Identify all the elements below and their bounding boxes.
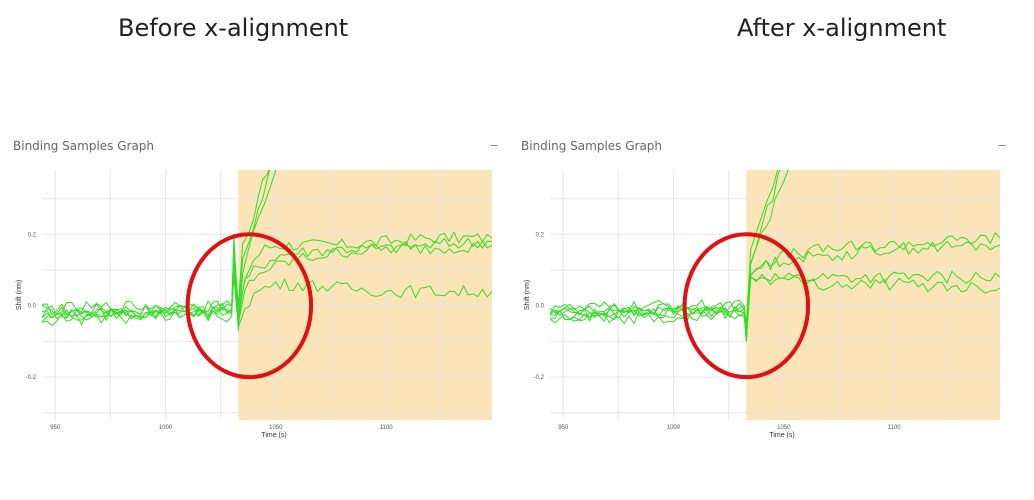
y-axis-label: Shift (nm) (524, 280, 531, 310)
data-series-line (42, 240, 492, 325)
y-tick-label: 0.2 (536, 232, 545, 238)
binding-samples-chart-before: 950 1000 1050 1100 -0.2 0.0 0.2 Time (s) Shift (… (16, 170, 492, 439)
shaded-region (746, 170, 1000, 420)
x-tick-label: 1000 (159, 425, 173, 431)
minus-icon[interactable]: – (490, 136, 498, 152)
x-tick-label: 1050 (269, 425, 283, 431)
binding-samples-chart-after: 950 1000 1050 1100 -0.2 0.0 0.2 Time (s) Shift (… (524, 170, 1000, 439)
data-series-line (42, 276, 492, 328)
y-tick-label: 0.0 (28, 304, 37, 310)
before-graph-panel: Binding Samples Graph – 950 1000 1050 1100 -… (8, 130, 508, 460)
x-axis-label: Time (s) (769, 432, 794, 439)
data-series-line (550, 240, 1000, 342)
after-heading: After x-alignment (737, 14, 947, 42)
panel-title: Binding Samples Graph (521, 139, 663, 153)
series-group (550, 170, 1000, 342)
data-series-line (42, 170, 277, 332)
y-tick-label: -0.2 (534, 375, 545, 381)
y-tick-label: 0.2 (28, 232, 37, 238)
after-graph-panel: Binding Samples Graph – 950 1000 1050 1100 -… (516, 130, 1016, 460)
x-tick-label: 950 (50, 425, 61, 431)
y-tick-label: 0.0 (536, 304, 545, 310)
panel-title: Binding Samples Graph (13, 139, 155, 153)
x-axis-label: Time (s) (261, 432, 286, 439)
x-tick-label: 1100 (380, 425, 394, 431)
annotation-circle (682, 232, 811, 380)
before-heading: Before x-alignment (118, 14, 349, 42)
data-series-line (550, 270, 1000, 339)
x-tick-label: 1000 (667, 425, 681, 431)
x-tick-label: 1100 (888, 425, 902, 431)
x-tick-label: 950 (558, 425, 569, 431)
minus-icon[interactable]: – (998, 136, 1006, 152)
x-tick-label: 1050 (777, 425, 791, 431)
y-axis-label: Shift (nm) (16, 280, 23, 310)
data-series-line (550, 232, 1000, 335)
shaded-region (238, 170, 492, 420)
data-series-line (550, 170, 789, 342)
data-series-line (550, 170, 779, 325)
y-tick-label: -0.2 (26, 375, 37, 381)
annotation-circle (185, 232, 314, 380)
data-series-line (42, 238, 492, 321)
series-group (42, 170, 492, 332)
